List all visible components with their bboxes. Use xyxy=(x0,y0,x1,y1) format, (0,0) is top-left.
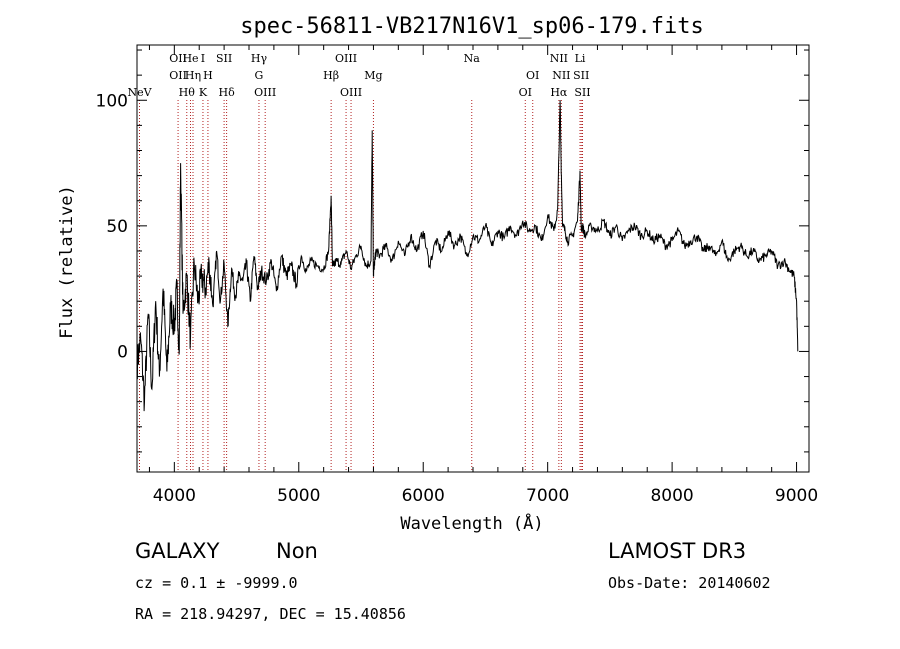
x-tick-label: 9000 xyxy=(775,486,818,506)
line-label: NII xyxy=(550,52,568,65)
x-axis-label: Wavelength (Å) xyxy=(400,512,543,534)
line-label: K xyxy=(199,86,208,99)
line-label: Mg xyxy=(364,69,382,82)
line-label: Hθ xyxy=(179,86,196,99)
line-label: SII xyxy=(216,52,232,65)
x-tick-label: 6000 xyxy=(402,486,445,506)
axis-ticks xyxy=(137,45,809,472)
line-label: Hα xyxy=(550,86,568,99)
spectrum-line xyxy=(136,100,799,412)
object-class: GALAXY xyxy=(135,539,220,563)
x-tick-label: 4000 xyxy=(153,486,196,506)
y-tick-label: 50 xyxy=(106,217,128,237)
line-label: H xyxy=(203,69,213,82)
line-label: SII xyxy=(573,69,589,82)
survey-name: LAMOST DR3 xyxy=(608,539,746,563)
line-label: Na xyxy=(464,52,481,65)
spectral-line-labels: OIIOIIHθHeHηIKHSIIHδHγGOIIIHβOIIIOIIIMgN… xyxy=(127,52,590,99)
line-label: OII xyxy=(169,52,187,65)
y-tick-label: 100 xyxy=(96,91,128,111)
line-label: NII xyxy=(552,69,570,82)
object-subclass: Non xyxy=(276,539,318,563)
line-label: Hβ xyxy=(323,69,339,82)
line-label: OII xyxy=(169,69,187,82)
line-label: He xyxy=(182,52,198,65)
chart-title: spec-56811-VB217N16V1_sp06-179.fits xyxy=(240,14,704,39)
axis-tick-labels: 4000 5000 6000 7000 8000 9000 0 50 100 xyxy=(96,91,819,506)
line-label: NeV xyxy=(127,86,152,99)
y-tick-label: 0 xyxy=(117,342,128,362)
line-label: Hδ xyxy=(218,86,235,99)
x-tick-label: 7000 xyxy=(526,486,569,506)
redshift-text: cz = 0.1 ± -9999.0 xyxy=(135,574,298,592)
line-label: Hγ xyxy=(251,52,268,65)
obs-date-text: Obs-Date: 20140602 xyxy=(608,574,771,592)
line-label: Li xyxy=(575,52,586,65)
x-tick-label: 5000 xyxy=(277,486,320,506)
line-label: OIII xyxy=(340,86,362,99)
line-label: OIII xyxy=(254,86,276,99)
line-label: I xyxy=(201,52,205,65)
line-label: Hη xyxy=(185,69,201,82)
line-label: OIII xyxy=(335,52,357,65)
line-label: OI xyxy=(526,69,539,82)
x-tick-label: 8000 xyxy=(650,486,693,506)
ra-dec-text: RA = 218.94297, DEC = 15.40856 xyxy=(135,605,406,623)
line-label: OI xyxy=(519,86,532,99)
line-label: G xyxy=(255,69,264,82)
y-axis-label: Flux (relative) xyxy=(57,185,77,339)
plot-frame xyxy=(136,44,810,473)
line-label: SII xyxy=(574,86,590,99)
